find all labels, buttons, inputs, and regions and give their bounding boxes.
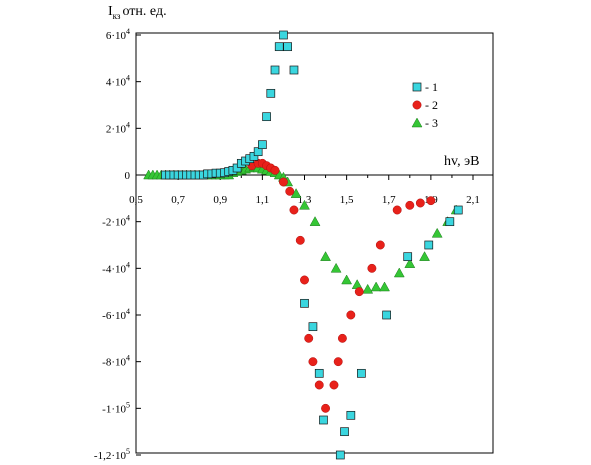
series-3-point: [419, 251, 430, 261]
series-1-point: [274, 42, 284, 52]
y-tick-label: -6·104: [102, 307, 130, 322]
series-2-point: [412, 100, 422, 110]
y-tick-label: 6·104: [106, 27, 130, 42]
series-2-point: [426, 196, 436, 206]
series-3-point: [299, 199, 310, 210]
y-tick-label: -1,2·105: [94, 447, 130, 462]
series-1: [161, 30, 463, 460]
series-2: [247, 158, 436, 413]
y-tick-label: -1·105: [102, 400, 130, 415]
series-1-point: [266, 88, 276, 98]
series-1-point: [258, 140, 267, 150]
series-3-point: [411, 117, 423, 128]
series-2-point: [321, 403, 331, 413]
x-tick-label: 2,1: [466, 194, 480, 206]
series-2-point: [392, 205, 402, 215]
y-axis-title: Iкз отн. ед.: [108, 4, 167, 21]
y-axis-title-suffix: отн. ед.: [122, 4, 166, 19]
series-2-point: [329, 380, 339, 390]
y-tick-label: -2·104: [102, 214, 130, 229]
series-1-point: [403, 252, 413, 262]
y-axis-title-symbol: I: [108, 4, 113, 19]
series-1-point: [382, 310, 391, 320]
x-tick-label: 0,5: [129, 194, 143, 206]
series-3-point: [351, 279, 363, 289]
series-2-point: [289, 205, 299, 215]
series-1-point: [340, 427, 349, 437]
series-3: [143, 161, 462, 294]
series-3-point: [370, 281, 382, 292]
legend-label-3: - 3: [425, 116, 438, 130]
series-3-point: [320, 251, 331, 261]
series-1-point: [424, 240, 434, 250]
series-2-point: [346, 310, 356, 320]
series-2-point: [308, 357, 318, 367]
series-1-point: [346, 410, 356, 420]
series-2-point: [375, 240, 385, 250]
series-2-point: [304, 333, 314, 343]
series-2-point: [285, 186, 295, 196]
series-3-point: [379, 281, 390, 292]
x-tick-label: 1,3: [298, 194, 312, 206]
series-1-point: [270, 65, 280, 75]
plot-frame: [135, 32, 494, 454]
series-1-point: [279, 30, 288, 40]
legend: - 1 - 2 - 3: [411, 80, 438, 130]
series-1-point: [445, 217, 455, 227]
series-1-point: [453, 205, 463, 215]
series-2-point: [278, 177, 288, 187]
legend-item-2: - 2: [412, 98, 438, 112]
series-3-point: [404, 258, 416, 268]
x-tick-label: 1,5: [340, 194, 354, 206]
legend-label-1: - 1: [425, 80, 438, 94]
y-tick-label: 2·104: [106, 120, 130, 135]
series-2-point: [295, 235, 305, 245]
y-tick-label: 4·104: [106, 74, 130, 89]
data-marks: [143, 30, 463, 460]
series-2-point: [337, 333, 347, 343]
series-2-point: [367, 263, 377, 273]
x-tick-label: 0,9: [213, 194, 227, 206]
series-3-point: [431, 227, 443, 238]
series-1-point: [289, 65, 299, 75]
legend-item-3: - 3: [411, 116, 438, 130]
legend-label-2: - 2: [425, 98, 438, 112]
y-tick-label: 0: [125, 170, 131, 182]
legend-item-1: - 1: [412, 80, 438, 94]
series-2-point: [270, 165, 280, 175]
series-1-point: [335, 450, 345, 460]
x-tick-label: 1,1: [256, 194, 270, 206]
x-tick-label: 0,7: [171, 194, 185, 206]
y-tick-label: -4·104: [102, 260, 130, 275]
series-3-point: [309, 216, 321, 226]
series-3-point: [362, 283, 374, 294]
series-3-point: [393, 267, 405, 278]
series-1-point: [412, 82, 422, 92]
series-3-point: [341, 274, 353, 285]
series-1-point: [283, 42, 292, 52]
series-1-point: [319, 415, 328, 425]
series-1-point: [300, 298, 309, 308]
series-2-point: [314, 380, 324, 390]
x-axis-title: hv, эВ: [444, 154, 479, 169]
series-2-point: [333, 357, 343, 367]
series-2-point: [300, 275, 309, 285]
series-1-point: [308, 322, 318, 332]
series-1-point: [357, 368, 366, 378]
series-2-point: [415, 198, 425, 208]
y-tick-label: -8·104: [102, 354, 130, 369]
series-2-point: [405, 200, 415, 210]
x-tick-label: 1,7: [382, 194, 396, 206]
series-3-point: [330, 262, 342, 273]
series-1-point: [314, 368, 324, 378]
series-1-point: [262, 112, 271, 122]
y-axis-title-subscript: кз: [113, 11, 121, 21]
series-2-point: [354, 287, 364, 297]
